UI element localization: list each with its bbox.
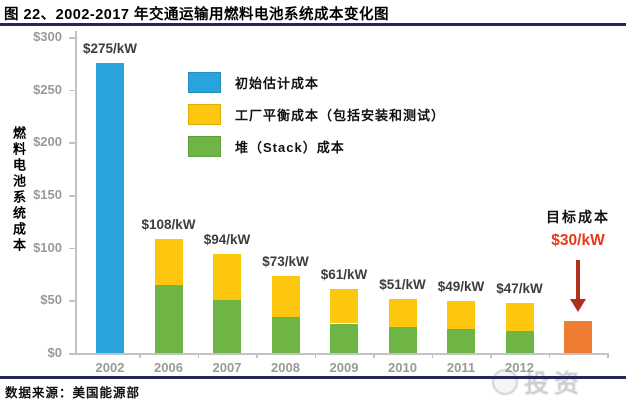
bar-segment: [330, 288, 358, 324]
bottom-divider: [0, 376, 626, 379]
y-tick-label: $150: [33, 187, 62, 202]
y-tick-mark: [69, 300, 75, 302]
y-axis-title: 燃料电池系统成本: [11, 126, 26, 254]
bar-value-label: $51/kW: [379, 277, 426, 293]
y-tick-mark: [69, 247, 75, 250]
down-arrow-icon: [576, 260, 580, 300]
bar-segment: [213, 300, 241, 353]
x-category-label: 2011: [446, 360, 476, 375]
source-note: 数据来源：美国能源部: [5, 386, 141, 400]
bar-segment: [154, 284, 183, 353]
y-tick-mark: [69, 37, 75, 39]
bar-segment: [271, 276, 300, 318]
bar-segment: [564, 321, 592, 353]
legend: 初始估计成本工厂平衡成本（包括安装和测试） 堆（Stack）成本: [188, 72, 445, 168]
target-cost-label: 目标成本: [546, 209, 610, 225]
bar-segment: [96, 63, 124, 353]
y-tick-mark: [69, 89, 75, 92]
bar-segment: [505, 303, 534, 331]
bar-segment: [388, 299, 417, 327]
bar-segment: [330, 323, 358, 353]
bar-value-label: $49/kW: [437, 279, 485, 295]
bar-value-label: $47/kW: [496, 281, 543, 297]
y-tick-label: $0: [47, 345, 62, 360]
x-category-label: 2007: [212, 360, 242, 375]
chart-area: 燃料电池系统成本 初始估计成本工厂平衡成本（包括安装和测试） 堆（Stack）成本…: [0, 26, 626, 398]
y-tick-label: $50: [40, 292, 62, 308]
x-tick-mark: [431, 353, 433, 358]
x-tick-mark: [548, 353, 550, 358]
legend-item: 初始估计成本: [188, 72, 445, 93]
legend-label: 初始估计成本: [235, 76, 320, 91]
figure-title: 图 22、2002-2017 年交通运输用燃料电池系统成本变化图: [4, 7, 390, 23]
x-axis-line: [75, 353, 608, 355]
title-divider: [0, 23, 626, 26]
legend-item: 堆（Stack）成本: [188, 136, 445, 157]
y-tick-label: $250: [33, 81, 62, 97]
legend-swatch-icon: [188, 104, 221, 125]
bar-value-label: $61/kW: [320, 266, 368, 282]
y-tick-mark: [69, 195, 75, 197]
legend-swatch-icon: [188, 136, 221, 157]
x-tick-mark: [139, 353, 141, 358]
y-axis-line: [75, 31, 77, 354]
legend-label: 工厂平衡成本（包括安装和测试）: [235, 108, 446, 123]
x-tick-mark: [314, 353, 316, 358]
x-tick-mark: [256, 353, 258, 358]
x-category-label: 2009: [329, 360, 359, 375]
bar-segment: [213, 253, 241, 301]
bar-segment: [154, 239, 183, 285]
y-tick-label: $300: [33, 29, 62, 44]
y-tick-label: $100: [33, 239, 62, 255]
y-tick-mark: [69, 353, 75, 355]
bar-segment: [447, 328, 475, 353]
x-category-label: 2002: [95, 360, 125, 375]
legend-swatch-icon: [188, 72, 221, 93]
target-cost-value: $30/kW: [551, 232, 605, 249]
x-tick-mark: [197, 353, 199, 358]
down-arrow-head-icon: [570, 299, 586, 312]
x-category-label: 2006: [154, 360, 183, 375]
bar-segment: [388, 326, 417, 353]
legend-item: 工厂平衡成本（包括安装和测试）: [188, 104, 445, 125]
y-tick-mark: [69, 142, 75, 144]
x-tick-mark: [373, 353, 375, 358]
x-category-label: 2012: [505, 360, 534, 375]
bar-value-label: $73/kW: [262, 254, 309, 270]
legend-label: 堆（Stack）成本: [235, 140, 345, 155]
bar-value-label: $275/kW: [82, 41, 138, 57]
x-tick-mark: [490, 353, 492, 358]
bar-segment: [447, 301, 475, 329]
x-category-label: 2010: [388, 360, 417, 375]
bar-segment: [271, 317, 300, 353]
bar-segment: [505, 330, 534, 353]
bar-value-label: $94/kW: [203, 231, 251, 247]
x-category-label: 2008: [271, 360, 300, 375]
y-tick-label: $200: [33, 134, 62, 150]
bar-value-label: $108/kW: [141, 217, 196, 233]
x-tick-mark: [607, 353, 609, 358]
